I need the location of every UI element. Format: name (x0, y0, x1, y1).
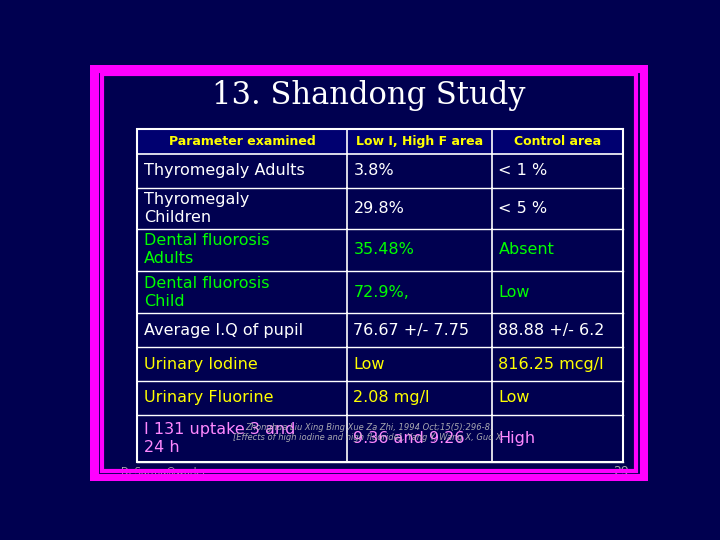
Bar (138, 154, 623, 187)
Text: Dental fluorosis
Adults: Dental fluorosis Adults (144, 233, 269, 267)
Text: 9.36 and 9.26: 9.36 and 9.26 (354, 431, 465, 446)
Text: Absent: Absent (498, 242, 554, 258)
Text: 29: 29 (613, 465, 629, 478)
Text: Low I, High F area: Low I, High F area (356, 135, 483, 148)
Text: 72.9%,: 72.9%, (354, 285, 409, 300)
Bar (138, 129, 623, 154)
Text: 2.08 mg/l: 2.08 mg/l (354, 390, 430, 406)
Text: 35.48%: 35.48% (354, 242, 414, 258)
Text: Average I.Q of pupil: Average I.Q of pupil (144, 323, 303, 338)
Bar (138, 347, 623, 381)
Bar (138, 271, 623, 313)
Text: 3.8%: 3.8% (354, 163, 394, 178)
Text: 13. Shandong Study: 13. Shandong Study (212, 80, 526, 111)
Text: Thyromegaly Adults: Thyromegaly Adults (144, 163, 305, 178)
Text: Low: Low (498, 390, 530, 406)
Text: Urinary Iodine: Urinary Iodine (144, 356, 258, 372)
Text: < 5 %: < 5 % (498, 201, 548, 215)
Text: I 131 uptake 3 and
24 h: I 131 uptake 3 and 24 h (144, 422, 295, 455)
Text: Control area: Control area (514, 135, 601, 148)
Text: < 1 %: < 1 % (498, 163, 548, 178)
Text: Low: Low (354, 356, 385, 372)
Text: Low: Low (498, 285, 530, 300)
Text: Parameter examined: Parameter examined (168, 135, 315, 148)
Bar (138, 129, 623, 462)
Text: Urinary Fluorine: Urinary Fluorine (144, 390, 274, 406)
Bar (138, 313, 623, 347)
Bar (138, 229, 623, 271)
Text: High: High (498, 431, 536, 446)
Bar (138, 187, 623, 229)
Text: 816.25 mcg/l: 816.25 mcg/l (498, 356, 604, 372)
Text: 29.8%: 29.8% (354, 201, 404, 215)
Text: Thyromegaly
Children: Thyromegaly Children (144, 192, 250, 225)
Text: 88.88 +/- 6.2: 88.88 +/- 6.2 (498, 323, 605, 338)
Text: Zhonghua Liu Xing Bing Xue Za Zhi, 1994 Oct;15(5):296-8.
[Effects of high iodine: Zhonghua Liu Xing Bing Xue Za Zhi, 1994 … (233, 423, 505, 442)
Text: Dr.Sarma@works: Dr.Sarma@works (121, 467, 204, 476)
Text: Dental fluorosis
Child: Dental fluorosis Child (144, 276, 269, 309)
Text: 76.67 +/- 7.75: 76.67 +/- 7.75 (354, 323, 469, 338)
Bar (138, 415, 623, 462)
Bar (138, 381, 623, 415)
